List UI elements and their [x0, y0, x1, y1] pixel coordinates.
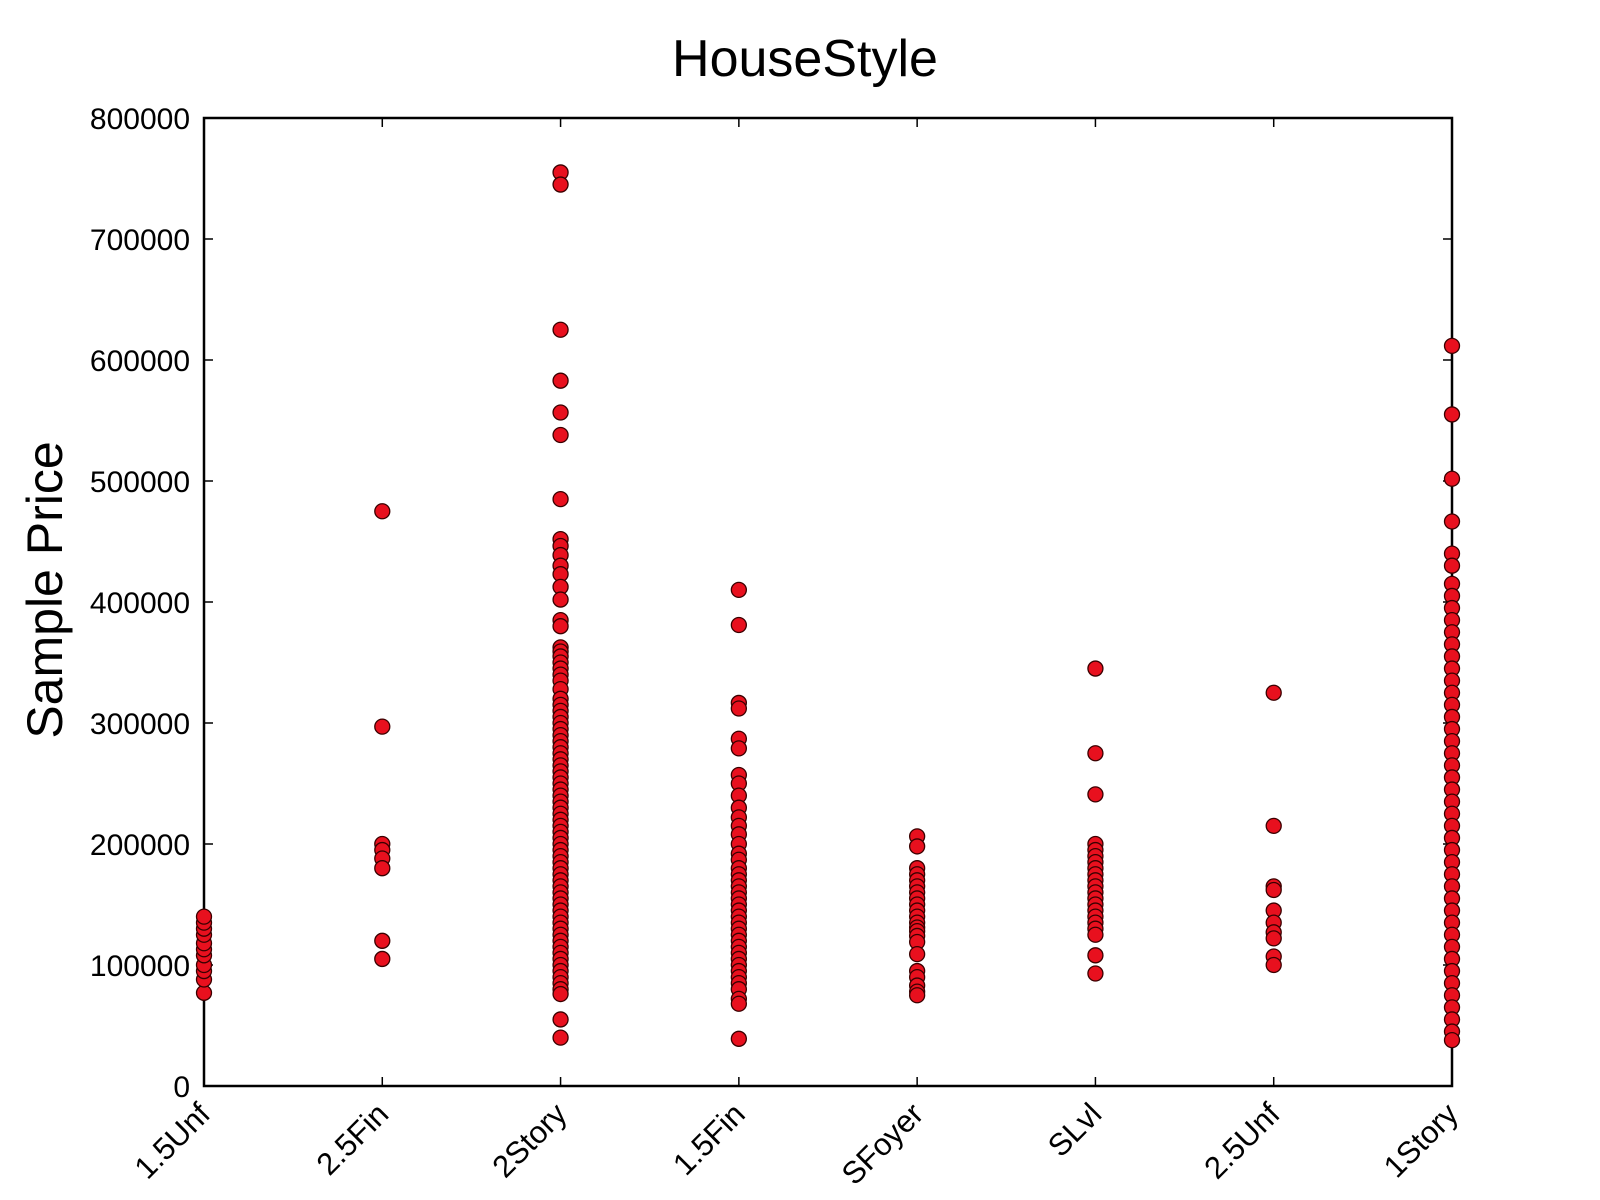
data-point: [908, 987, 926, 1004]
data-point: [552, 372, 569, 389]
data-point: [552, 404, 569, 421]
data-point: [1087, 786, 1104, 803]
data-point: [1443, 557, 1461, 574]
y-axis-label: Sample Price: [17, 441, 73, 738]
x-tick-label: 1Story: [1377, 1096, 1465, 1184]
data-point: [374, 718, 391, 735]
plot-frame: [202, 116, 1454, 1088]
data-point: [552, 618, 569, 635]
y-tick-label: 800000: [90, 103, 190, 136]
x-tick-label: 1.5Unf: [128, 1096, 218, 1186]
data-point: [730, 740, 748, 757]
data-point: [552, 985, 569, 1003]
data-point: [730, 995, 748, 1012]
y-tick-label: 400000: [90, 587, 190, 620]
x-tick-label: SLvl: [1041, 1096, 1108, 1163]
data-point: [908, 945, 926, 963]
data-point: [1443, 1031, 1461, 1049]
y-tick-label: 500000: [90, 466, 190, 499]
data-point: [1265, 881, 1282, 899]
y-tick-label: 0: [173, 1071, 190, 1104]
data-point: [374, 932, 391, 949]
data-point: [374, 860, 391, 877]
y-tick-label: 100000: [90, 950, 190, 983]
data-point: [1443, 513, 1461, 530]
data-point: [552, 1011, 569, 1028]
data-point: [1265, 956, 1282, 974]
data-point: [1087, 660, 1104, 677]
data-point: [195, 908, 213, 925]
data-point: [552, 176, 569, 193]
x-tick-label: SFoyer: [835, 1096, 930, 1191]
data-point: [1087, 947, 1104, 964]
x-tick-label: 2Story: [485, 1096, 573, 1184]
data-point: [552, 591, 569, 608]
x-tick-label: 2.5Fin: [310, 1096, 396, 1182]
data-point: [730, 700, 748, 717]
plot-area: 0 100000 200000 300000 400000 500000 600000 700…: [90, 103, 1465, 1192]
data-point: [730, 581, 748, 599]
y-tick-label: 700000: [90, 224, 190, 257]
x-tick-label: 2.5Unf: [1197, 1096, 1287, 1186]
data-point: [374, 503, 391, 520]
data-point: [1087, 926, 1104, 943]
data-point: [552, 426, 569, 444]
data-point: [374, 950, 391, 968]
y-tick-label: 300000: [90, 708, 190, 741]
y-tick-label: 200000: [90, 829, 190, 862]
data-point: [552, 490, 569, 508]
data-point: [1087, 965, 1104, 982]
data-point: [1443, 337, 1461, 355]
data-point: [1265, 817, 1282, 834]
data-point: [552, 321, 569, 338]
chart-title: HouseStyle: [672, 30, 938, 88]
data-point: [908, 838, 926, 855]
data-point: [552, 1029, 569, 1046]
data-point: [1265, 684, 1282, 701]
y-tick-label: 600000: [90, 345, 190, 378]
data-point: [1443, 406, 1461, 423]
data-point: [730, 1030, 748, 1047]
data-point: [1443, 470, 1461, 487]
x-tick-label: 1.5Fin: [666, 1096, 752, 1182]
data-point: [1265, 930, 1282, 947]
data-point: [1087, 745, 1104, 762]
data-point: [730, 616, 748, 634]
